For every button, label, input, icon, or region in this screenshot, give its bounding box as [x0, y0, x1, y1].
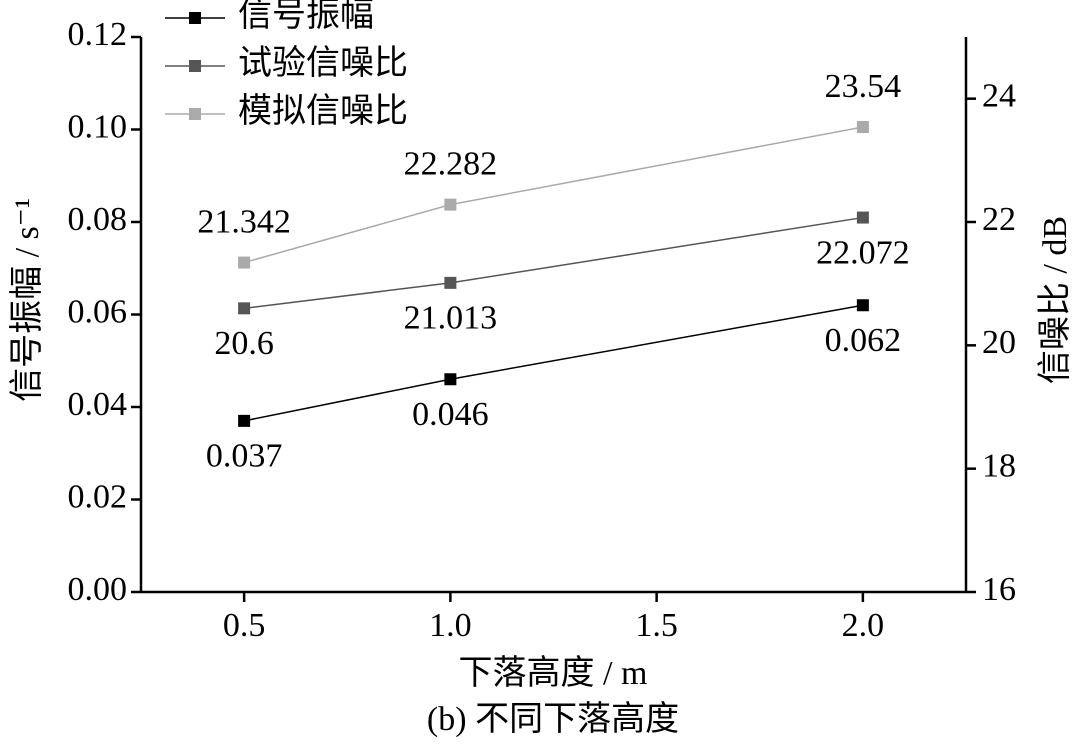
y-axis-title: 信号振幅 / s⁻¹: [8, 198, 46, 402]
series-line: [244, 216, 863, 310]
y2-tick-label: 16: [982, 571, 1016, 608]
y2-tick-label: 22: [982, 201, 1016, 238]
data-label: 21.342: [197, 203, 291, 240]
legend-marker: [189, 60, 201, 72]
series-line: [243, 126, 864, 264]
legend-marker: [189, 108, 201, 120]
y2-tick-label: 24: [982, 77, 1016, 114]
x-tick-label: 1.0: [429, 607, 472, 644]
marker: [856, 299, 869, 312]
legend-label: 信号振幅: [238, 0, 374, 34]
data-label: 20.6: [214, 325, 274, 362]
data-label: 22.072: [816, 234, 910, 271]
y2-tick-label: 20: [982, 324, 1016, 361]
marker: [238, 414, 251, 427]
data-label: 22.282: [404, 145, 498, 182]
marker: [444, 198, 457, 211]
y-tick-label: 0.02: [68, 478, 128, 515]
y2-tick-label: 18: [982, 447, 1016, 484]
y-tick-label: 0.00: [68, 571, 128, 608]
y2-axis-title: 信噪比 / dB: [1036, 216, 1074, 384]
y-tick-label: 0.08: [68, 201, 128, 238]
x-axis-title: 下落高度 / m: [459, 654, 648, 692]
data-label: 23.54: [825, 68, 902, 105]
data-label: 0.037: [206, 438, 283, 475]
x-tick-label: 2.0: [842, 607, 885, 644]
y-tick-label: 0.10: [68, 108, 128, 145]
data-label: 0.046: [412, 396, 489, 433]
legend-marker: [189, 12, 201, 24]
x-tick-label: 1.5: [635, 607, 678, 644]
series-line: [243, 304, 864, 422]
y-tick-label: 0.12: [68, 16, 128, 53]
legend-label: 模拟信噪比: [238, 92, 408, 130]
marker: [238, 302, 251, 315]
marker: [444, 276, 457, 289]
marker: [856, 211, 869, 224]
marker: [238, 256, 251, 269]
marker: [444, 373, 457, 386]
legend-label: 试验信噪比: [238, 44, 408, 82]
marker: [856, 121, 869, 134]
x-tick-label: 0.5: [223, 607, 266, 644]
data-label: 0.062: [825, 322, 902, 359]
data-label: 21.013: [404, 300, 498, 337]
y-tick-label: 0.06: [68, 293, 128, 330]
caption: (b) 不同下落高度: [427, 700, 679, 738]
y-tick-label: 0.04: [68, 386, 128, 423]
